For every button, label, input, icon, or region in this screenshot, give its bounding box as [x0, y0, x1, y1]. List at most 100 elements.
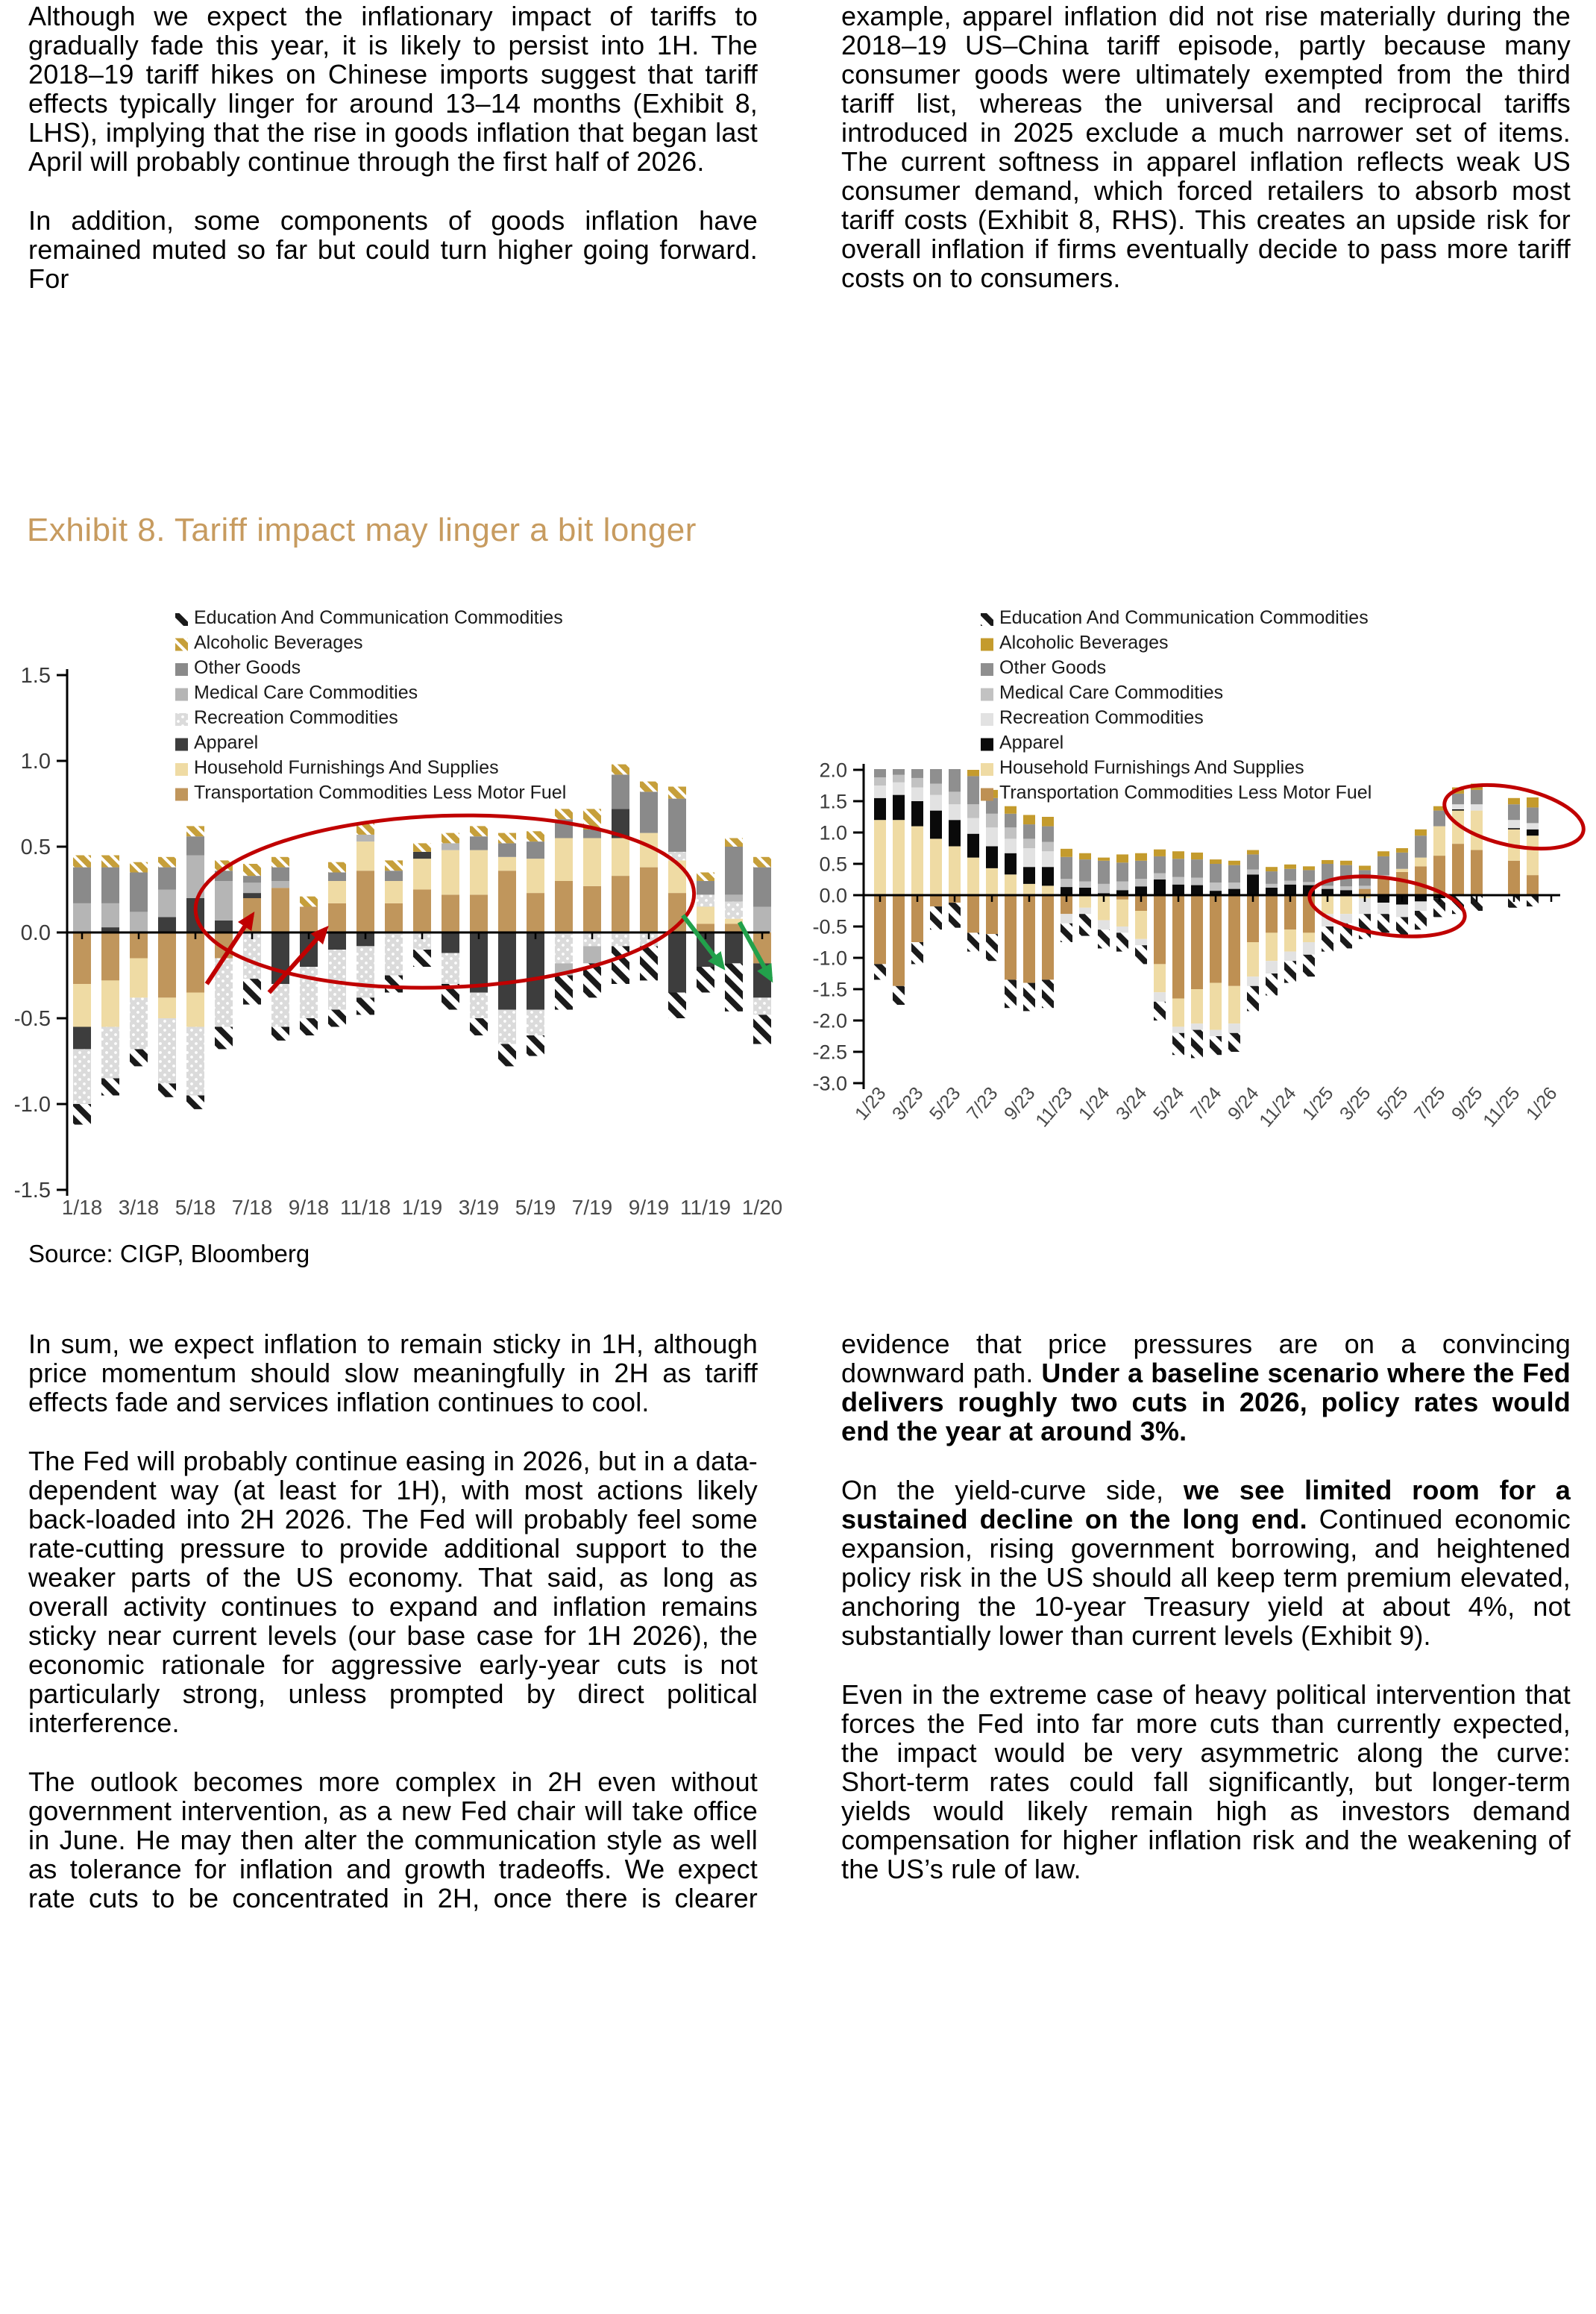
bottom-right-column: evidence that price pressures are on a c…: [841, 1329, 1571, 1913]
legend-swatch: [175, 638, 188, 651]
trend-arrow: [267, 925, 329, 994]
legend-label: Medical Care Commodities: [999, 683, 1223, 703]
svg-text:1/25: 1/25: [1298, 1083, 1338, 1124]
legend-swatch: [981, 763, 993, 776]
text-run: The Fed will probably continue easing in…: [28, 1446, 758, 1738]
bars: [73, 764, 771, 1125]
svg-text:9/19: 9/19: [629, 1196, 670, 1219]
svg-text:1.0: 1.0: [21, 750, 51, 774]
legend-label: Recreation Commodities: [999, 707, 1204, 728]
svg-text:3/24: 3/24: [1112, 1083, 1152, 1124]
svg-text:-3.0: -3.0: [812, 1072, 847, 1094]
highlight-ellipse: [1442, 783, 1586, 851]
svg-text:2.0: 2.0: [819, 759, 847, 781]
text-run: example, apparel inflation did not rise …: [841, 1, 1571, 293]
text-run: we see limited room for a sustained decl…: [841, 1475, 1571, 1534]
svg-text:3/19: 3/19: [459, 1196, 500, 1219]
legend-label: Apparel: [999, 733, 1064, 753]
svg-text:-1.5: -1.5: [15, 1179, 51, 1203]
axes: 1.5 1.0 0.5 0.0 -0.5 -1.0 -1.5 1/18 3/18 5/18 7/18…: [15, 664, 782, 1219]
svg-text:-0.5: -0.5: [812, 915, 847, 938]
paragraph: On the yield-curve side, we see limited …: [841, 1476, 1571, 1650]
legend: Education And Communication Commodities A…: [175, 607, 566, 803]
svg-text:1/24: 1/24: [1075, 1083, 1114, 1124]
svg-text:0.0: 0.0: [21, 921, 51, 945]
legend-swatch: [981, 738, 993, 751]
text-run: Even in the extreme case of heavy politi…: [841, 1679, 1571, 1884]
annotations: [1307, 783, 1586, 938]
legend-label: Transportation Commodities Less Motor Fu…: [194, 783, 566, 803]
legend-label: Recreation Commodities: [194, 707, 398, 728]
legend-swatch: [981, 788, 993, 801]
legend-label: Apparel: [194, 733, 258, 753]
svg-text:1/26: 1/26: [1522, 1083, 1562, 1124]
text-run: Continued economic expansion, rising gov…: [841, 1504, 1571, 1651]
legend-swatch: [175, 738, 188, 751]
text-run: Under a baseline scenario where the Fed …: [841, 1358, 1571, 1446]
svg-text:0.5: 0.5: [819, 853, 847, 875]
paragraph: Although we expect the inflationary impa…: [28, 1, 758, 176]
text-run: Although we expect the inflationary impa…: [28, 1, 758, 177]
text-run: On the yield-curve side,: [841, 1475, 1184, 1505]
legend-swatch: [981, 688, 993, 701]
svg-text:11/25: 11/25: [1479, 1083, 1524, 1132]
paragraph: Even in the extreme case of heavy politi…: [841, 1680, 1571, 1884]
legend-label: Transportation Commodities Less Motor Fu…: [999, 783, 1372, 803]
text-run: In sum, we expect inflation to remain st…: [28, 1329, 758, 1417]
legend-swatch: [175, 663, 188, 676]
exhibit8-chart-rhs: 2.01.51.00.50.0-0.5-1.0-1.5-2.0-2.5-3.0 1…: [812, 607, 1586, 1132]
legend-swatch: [981, 638, 993, 651]
svg-text:1/23: 1/23: [851, 1083, 890, 1124]
svg-text:-2.5: -2.5: [812, 1041, 847, 1063]
svg-text:5/19: 5/19: [515, 1196, 556, 1219]
svg-text:-1.5: -1.5: [812, 978, 847, 1000]
paragraph: The outlook becomes more complex in 2H e…: [28, 1767, 758, 1913]
svg-text:-0.5: -0.5: [15, 1007, 51, 1031]
legend-swatch: [981, 613, 993, 626]
top-left-column: Although we expect the inflationary impa…: [28, 1, 758, 323]
svg-text:3/23: 3/23: [888, 1083, 928, 1124]
svg-text:7/23: 7/23: [963, 1083, 1002, 1124]
svg-text:-1.0: -1.0: [812, 947, 847, 969]
paragraph: In addition, some components of goods in…: [28, 206, 758, 293]
text-run: evidence that price pressures are on a c…: [841, 1329, 1571, 1388]
svg-text:1/18: 1/18: [62, 1196, 103, 1219]
svg-text:1/19: 1/19: [402, 1196, 443, 1219]
text-run: In addition, some components of goods in…: [28, 205, 758, 294]
legend-label: Education And Communication Commodities: [999, 607, 1369, 628]
svg-text:11/23: 11/23: [1031, 1083, 1076, 1132]
legend-swatch: [981, 713, 993, 726]
legend-label: Alcoholic Beverages: [999, 633, 1169, 653]
legend-label: Education And Communication Commodities: [194, 607, 563, 628]
svg-text:1/20: 1/20: [742, 1196, 783, 1219]
legend-label: Household Furnishings And Supplies: [194, 757, 499, 778]
svg-text:5/18: 5/18: [175, 1196, 216, 1219]
paragraph: In sum, we expect inflation to remain st…: [28, 1329, 758, 1417]
top-right-column: example, apparel inflation did not rise …: [841, 1, 1571, 322]
highlight-ellipse: [1307, 874, 1467, 938]
legend-swatch: [175, 613, 188, 626]
svg-text:3/18: 3/18: [119, 1196, 160, 1219]
svg-text:5/23: 5/23: [926, 1083, 965, 1124]
legend-swatch: [175, 788, 188, 801]
svg-text:7/24: 7/24: [1187, 1083, 1226, 1124]
svg-text:11/18: 11/18: [340, 1196, 391, 1219]
highlight-ellipse: [193, 813, 697, 990]
svg-text:0.5: 0.5: [21, 835, 51, 859]
trend-arrow: [204, 911, 255, 985]
paragraph: example, apparel inflation did not rise …: [841, 1, 1571, 292]
svg-text:9/18: 9/18: [289, 1196, 330, 1219]
annotations: [193, 813, 773, 994]
svg-text:1.0: 1.0: [819, 821, 847, 844]
legend-label: Household Furnishings And Supplies: [999, 757, 1304, 778]
text-run: The outlook becomes more complex in 2H e…: [28, 1766, 758, 1913]
trend-arrow: [681, 914, 726, 971]
svg-text:-2.0: -2.0: [812, 1009, 847, 1032]
exhibit-title: Exhibit 8. Tariff impact may linger a bi…: [27, 512, 697, 548]
paragraph: The Fed will probably continue easing in…: [28, 1446, 758, 1737]
svg-text:1.5: 1.5: [819, 790, 847, 812]
svg-text:5/25: 5/25: [1373, 1083, 1413, 1124]
svg-text:0.0: 0.0: [819, 884, 847, 906]
bottom-left-column: In sum, we expect inflation to remain st…: [28, 1329, 758, 1943]
